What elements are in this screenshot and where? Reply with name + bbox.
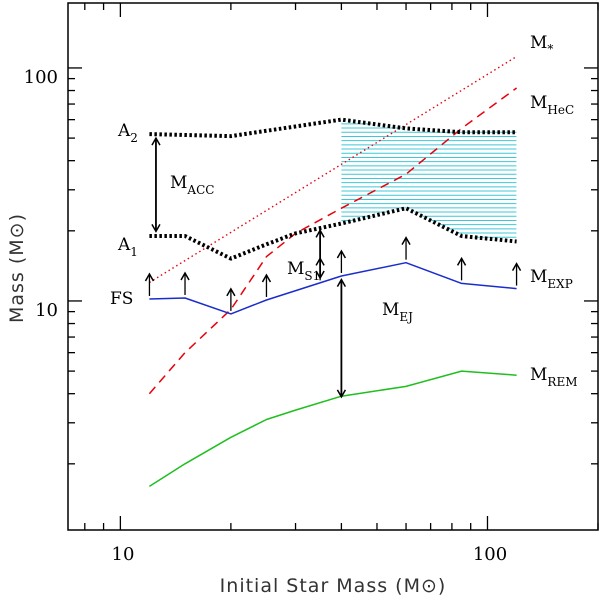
x-tick-label-100: 100 bbox=[473, 544, 507, 565]
series-line-a2 bbox=[149, 117, 517, 139]
hatched-region bbox=[341, 123, 517, 238]
label-a2-main: A bbox=[117, 121, 131, 141]
arrows bbox=[144, 136, 522, 399]
upward-arrow-head bbox=[401, 236, 411, 246]
label-m-s1-main: M bbox=[287, 259, 304, 279]
label-a1-main: A bbox=[117, 235, 131, 255]
upward-arrow-head bbox=[456, 256, 467, 266]
label-m-star: M* bbox=[530, 33, 553, 56]
double-arrow-head-bottom bbox=[151, 224, 161, 233]
label-m-exp-main: M bbox=[530, 267, 547, 287]
label-m-hec-main: M bbox=[530, 93, 547, 113]
label-m-acc-sub: ACC bbox=[186, 183, 214, 197]
label-m-rem-sub: REM bbox=[547, 375, 577, 389]
label-m-exp: MEXP bbox=[530, 267, 573, 291]
x-axis-title: Initial Star Mass (M⊙) bbox=[220, 575, 447, 597]
label-a1-sub: 1 bbox=[130, 245, 138, 259]
series-line-mexp bbox=[149, 261, 517, 315]
upward-arrow-head bbox=[144, 272, 155, 282]
label-m-hec-sub: HeC bbox=[547, 103, 574, 117]
label-m-acc-main: M bbox=[170, 173, 187, 193]
double-arrow-head-bottom bbox=[336, 389, 347, 399]
double-arrow-head-top bbox=[315, 228, 325, 238]
plot-frame bbox=[67, 2, 599, 531]
label-m-star-sub: * bbox=[547, 42, 553, 56]
double-arrow-head-bottom bbox=[315, 270, 325, 280]
upward-arrow-head bbox=[261, 273, 272, 283]
label-m-star-main: M bbox=[530, 33, 547, 53]
axis-ticks bbox=[68, 3, 599, 530]
label-m-rem-main: M bbox=[530, 365, 547, 385]
upward-arrow-head bbox=[336, 249, 347, 259]
label-m-ej-sub: EJ bbox=[399, 310, 413, 324]
upward-arrow-head bbox=[511, 262, 522, 271]
label-m-s1-sub: S1 bbox=[304, 269, 320, 283]
double-arrow-head-top bbox=[151, 136, 161, 146]
double-arrow-head-top bbox=[336, 278, 347, 287]
label-m-exp-sub: EXP bbox=[547, 277, 572, 291]
y-tick-label-100: 100 bbox=[24, 67, 58, 88]
label-m-ej-main: M bbox=[382, 300, 399, 320]
label-a2-sub: 2 bbox=[130, 131, 138, 145]
label-m-hec: MHeC bbox=[530, 93, 574, 117]
x-tick-label-10: 10 bbox=[112, 544, 135, 565]
series-line-a1 bbox=[149, 206, 517, 261]
series-line-mrem bbox=[148, 370, 517, 488]
label-m-s1: MS1 bbox=[287, 259, 320, 283]
label-m-ej: MEJ bbox=[382, 300, 413, 324]
series-lines bbox=[148, 55, 518, 488]
upward-arrow-head bbox=[180, 271, 190, 281]
label-a2: A2 bbox=[117, 121, 138, 145]
label-m-rem: MREM bbox=[530, 365, 578, 389]
label-m-acc: MACC bbox=[170, 173, 214, 197]
series-line-mstar bbox=[149, 55, 517, 284]
label-fs: FS bbox=[110, 289, 133, 309]
y-axis-title: Mass (M⊙) bbox=[6, 213, 28, 323]
label-a1: A1 bbox=[117, 235, 138, 259]
y-tick-label-10: 10 bbox=[35, 300, 58, 321]
upward-arrow-head bbox=[226, 287, 236, 297]
